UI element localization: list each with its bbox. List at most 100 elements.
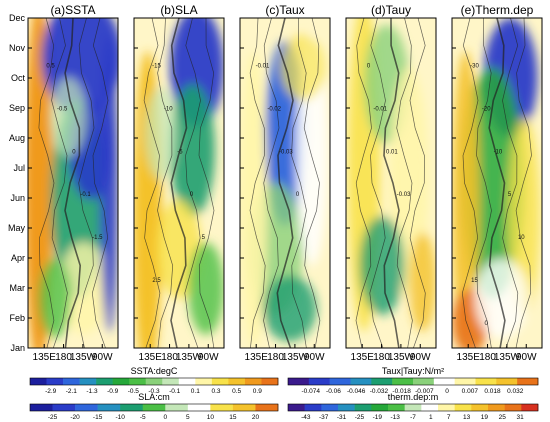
contour-label: -0.03 bbox=[279, 149, 293, 155]
contour-label: -0.01 bbox=[373, 106, 387, 112]
y-tick-label: Apr bbox=[11, 253, 25, 263]
x-tick-label: 135E bbox=[351, 352, 375, 363]
colorbar-swatch bbox=[120, 404, 144, 411]
x-tick-label: 180 bbox=[161, 352, 178, 363]
colorbar-label: SSTA:degC bbox=[131, 366, 178, 376]
colorbar-frame bbox=[29, 377, 279, 386]
colorbar-swatch bbox=[97, 404, 121, 411]
colorbar-tick-label: 10 bbox=[207, 414, 215, 421]
y-tick-label: Mar bbox=[10, 283, 26, 293]
colorbar-frame bbox=[287, 377, 539, 386]
colorbar-swatch bbox=[145, 378, 163, 385]
colorbar-tick-label: 0.3 bbox=[211, 388, 220, 395]
colorbar-swatch bbox=[96, 378, 113, 385]
x-tick-label: 180 bbox=[55, 352, 72, 363]
colorbar-swatch bbox=[178, 378, 196, 385]
contour-label: 0 bbox=[485, 321, 489, 327]
x-tick-label: 135W bbox=[282, 352, 309, 363]
colorbar-swatch bbox=[129, 378, 147, 385]
field-4: 0 -0.01 0.01 -0.03 bbox=[346, 18, 436, 348]
contour-label: 0 bbox=[367, 64, 371, 70]
colorbar-sla: SLA:cm -25 -20 -15 -10 -5 0 5 10 15 20 bbox=[29, 392, 279, 421]
contour-line bbox=[51, 18, 68, 348]
field-2: -15 -10 -5 0 5 2.5 bbox=[134, 18, 224, 348]
field-cell bbox=[144, 87, 178, 180]
panel-frame bbox=[27, 17, 119, 349]
contour-line bbox=[143, 18, 161, 348]
colorbar-swatch bbox=[504, 404, 522, 411]
colorbar-ssta: SSTA:degC -2.9 -2.1 -1.3 -0.9 -0.5 -0.3 -0.1 0.1… bbox=[29, 366, 279, 395]
contour-label: -15 bbox=[152, 64, 161, 70]
x-tick-label: 90W bbox=[304, 352, 325, 363]
colorbar-swatch bbox=[255, 404, 279, 411]
panel-frame bbox=[239, 17, 331, 349]
colorbar-tick-label: 0.007 bbox=[462, 388, 479, 395]
colorbar-tick-label: -0.5 bbox=[128, 388, 140, 395]
y-tick-label: Dec bbox=[9, 13, 26, 23]
colorbar-tick-label: 19 bbox=[481, 414, 489, 421]
panel-title: (e)Therm.dep bbox=[461, 3, 534, 17]
colorbar-swatch bbox=[517, 378, 539, 385]
colorbar-swatch bbox=[496, 378, 518, 385]
colorbar-tick-label: -13 bbox=[390, 414, 400, 421]
colorbar-swatch bbox=[63, 378, 80, 385]
colorbar-swatch bbox=[350, 378, 372, 385]
contour-label: -0.1 bbox=[80, 192, 91, 198]
colorbar-tick-label: 15 bbox=[229, 414, 237, 421]
colorbar-tick-label: 0.1 bbox=[191, 388, 200, 395]
colorbar-tick-label: -1.3 bbox=[86, 388, 98, 395]
colorbar-swatch bbox=[288, 378, 310, 385]
colorbar-swatch bbox=[438, 404, 455, 411]
colorbar-tick-label: -10 bbox=[115, 414, 125, 421]
colorbar-label: Taux|Tauy:N/m² bbox=[382, 366, 444, 376]
colorbar-tick-label: 0.9 bbox=[253, 388, 262, 395]
colorbar-tick-label: 1 bbox=[429, 414, 433, 421]
y-tick-label: Sep bbox=[9, 103, 25, 113]
contour-label: 0 bbox=[296, 192, 300, 198]
contour-line bbox=[502, 18, 519, 348]
contour-line bbox=[461, 18, 479, 348]
colorbar-swatch bbox=[195, 378, 213, 385]
contour-line bbox=[157, 18, 174, 348]
colorbar-tick-label: 25 bbox=[499, 414, 507, 421]
colorbar-swatch bbox=[471, 404, 489, 411]
x-tick-label: 135E bbox=[33, 352, 57, 363]
colorbar-tick-label: -19 bbox=[373, 414, 383, 421]
colorbar-tick-label: -25 bbox=[48, 414, 58, 421]
contour-line bbox=[64, 18, 82, 348]
contour-line bbox=[396, 18, 413, 348]
colorbar-swatch bbox=[165, 404, 189, 411]
contour-label: -5 bbox=[177, 149, 183, 155]
colorbar-swatch bbox=[321, 404, 339, 411]
contour-label: 5 bbox=[508, 192, 512, 198]
colorbar-swatch bbox=[433, 378, 455, 385]
contour-label: -0.02 bbox=[267, 106, 281, 112]
y-tick-label: Nov bbox=[9, 43, 26, 53]
contour-line bbox=[38, 18, 55, 348]
colorbar-swatch bbox=[210, 404, 234, 411]
colorbar-label: therm.dep:m bbox=[388, 392, 439, 402]
y-tick-label: Jun bbox=[10, 193, 25, 203]
x-tick-label: 180 bbox=[267, 352, 284, 363]
colorbar-tick-label: 0 bbox=[445, 388, 449, 395]
x-tick-label: 90W bbox=[198, 352, 219, 363]
y-tick-label: Jan bbox=[10, 343, 25, 353]
x-tick-label: 135W bbox=[176, 352, 203, 363]
contour-line bbox=[170, 18, 188, 348]
colorbar-swatch bbox=[30, 378, 47, 385]
y-tick-label: Jul bbox=[13, 163, 25, 173]
panel-frame bbox=[345, 17, 437, 349]
x-tick-label: 135E bbox=[457, 352, 481, 363]
colorbar-tau: Taux|Tauy:N/m²-0.074 -0.06 -0.046 -0.032 -0.… bbox=[287, 366, 539, 395]
panel-frame bbox=[133, 17, 225, 349]
contour-line bbox=[276, 18, 294, 348]
colorbar-tick-label: 0 bbox=[163, 414, 167, 421]
colorbar-tick-label: 13 bbox=[463, 414, 471, 421]
colorbar-tick-label: -0.046 bbox=[347, 388, 366, 395]
x-tick-label: 180 bbox=[479, 352, 496, 363]
contour-label: -0.5 bbox=[57, 106, 68, 112]
contour-line bbox=[291, 18, 307, 348]
